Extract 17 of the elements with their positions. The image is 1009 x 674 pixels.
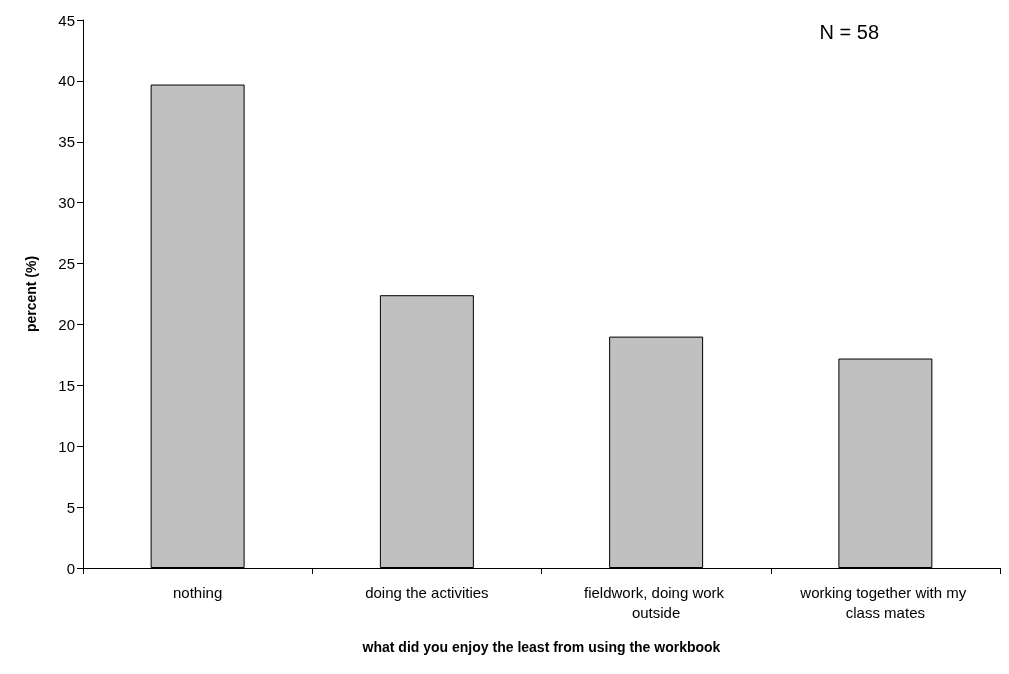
y-tick-label: 10 (58, 437, 75, 455)
x-tick-label: working together with my class mates (799, 583, 971, 621)
y-tick-label: 45 (58, 11, 75, 29)
y-tick-label: 30 (58, 194, 75, 212)
y-axis-title: percent (%) (23, 255, 39, 333)
y-tick-label: 15 (58, 376, 75, 394)
annotation: N = 58 (819, 21, 879, 43)
y-tick-label: 40 (58, 72, 75, 90)
y-tick-label: 5 (66, 498, 75, 516)
x-tick-label: doing the activities (365, 583, 489, 601)
y-tick-label: 25 (58, 255, 75, 273)
x-tick-label: nothing (173, 583, 223, 601)
y-tick-label: 20 (58, 315, 75, 333)
x-tick-label: fieldwork, doing work outside (584, 583, 729, 621)
x-axis-title: what did you enjoy the least from using the workbook (361, 639, 721, 655)
y-tick-label: 35 (58, 133, 75, 151)
y-tick-label: 0 (66, 559, 75, 577)
